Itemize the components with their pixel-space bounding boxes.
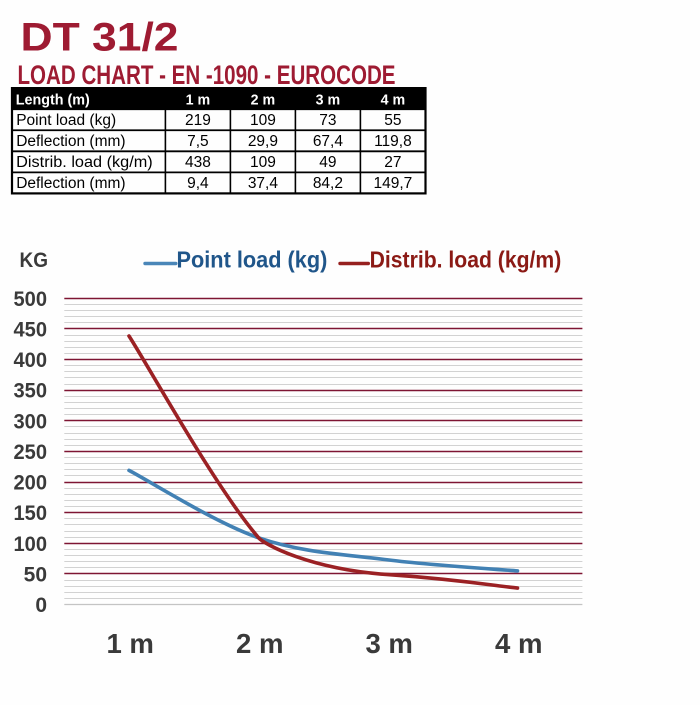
- svg-text:2 m: 2 m: [236, 628, 284, 659]
- svg-text:55: 55: [384, 112, 401, 129]
- svg-text:Point load (kg): Point load (kg): [16, 112, 116, 129]
- svg-text:150: 150: [14, 502, 48, 525]
- svg-text:300: 300: [14, 410, 48, 433]
- svg-text:27: 27: [384, 154, 401, 171]
- svg-text:KG: KG: [20, 249, 49, 272]
- svg-text:Distrib. load (kg/m): Distrib. load (kg/m): [16, 154, 153, 171]
- svg-text:Point load (kg): Point load (kg): [177, 247, 328, 273]
- svg-text:Length (m): Length (m): [16, 92, 90, 109]
- svg-text:29,9: 29,9: [248, 133, 278, 150]
- svg-text:37,4: 37,4: [248, 175, 279, 192]
- svg-text:250: 250: [14, 441, 48, 464]
- svg-text:LOAD CHART - EN -1090 - EUROCO: LOAD CHART - EN -1090 - EUROCODE: [18, 60, 396, 90]
- svg-text:7,5: 7,5: [187, 133, 209, 150]
- svg-text:109: 109: [250, 112, 276, 129]
- svg-text:4 m: 4 m: [495, 628, 543, 659]
- svg-text:9,4: 9,4: [187, 175, 209, 192]
- svg-text:73: 73: [319, 112, 336, 129]
- svg-text:2 m: 2 m: [251, 92, 276, 109]
- svg-text:0: 0: [35, 594, 47, 617]
- svg-text:1 m: 1 m: [186, 92, 211, 109]
- svg-text:3 m: 3 m: [316, 92, 341, 109]
- svg-text:109: 109: [250, 154, 276, 171]
- svg-text:84,2: 84,2: [313, 175, 343, 192]
- svg-text:438: 438: [185, 154, 211, 171]
- svg-text:500: 500: [14, 288, 48, 311]
- svg-text:50: 50: [24, 563, 47, 586]
- svg-text:450: 450: [14, 318, 48, 341]
- svg-text:219: 219: [185, 112, 211, 129]
- svg-text:4 m: 4 m: [381, 92, 406, 109]
- svg-text:67,4: 67,4: [313, 133, 344, 150]
- svg-text:200: 200: [14, 472, 48, 495]
- svg-text:DT 31/2: DT 31/2: [21, 15, 179, 59]
- svg-text:350: 350: [14, 380, 48, 403]
- svg-text:Deflection (mm): Deflection (mm): [16, 133, 125, 150]
- svg-text:100: 100: [14, 533, 48, 556]
- svg-text:3 m: 3 m: [365, 628, 413, 659]
- svg-text:400: 400: [14, 349, 48, 372]
- svg-text:149,7: 149,7: [374, 175, 413, 192]
- svg-text:Distrib. load (kg/m): Distrib. load (kg/m): [370, 247, 562, 273]
- svg-text:49: 49: [319, 154, 336, 171]
- svg-text:Deflection (mm): Deflection (mm): [16, 175, 125, 192]
- svg-text:119,8: 119,8: [374, 133, 412, 150]
- svg-text:1 m: 1 m: [106, 628, 154, 659]
